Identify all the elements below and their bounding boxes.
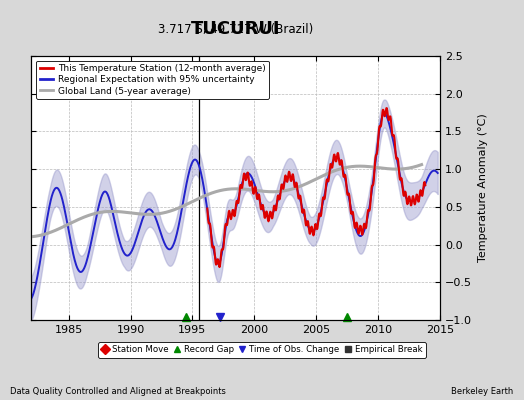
Text: 3.717 S, 49.717 W (Brazil): 3.717 S, 49.717 W (Brazil) (158, 23, 313, 36)
Legend: This Temperature Station (12-month average), Regional Expectation with 95% uncer: This Temperature Station (12-month avera… (36, 60, 269, 99)
Title: TUCURUI: TUCURUI (191, 20, 280, 38)
Y-axis label: Temperature Anomaly (°C): Temperature Anomaly (°C) (477, 114, 487, 262)
Legend: Station Move, Record Gap, Time of Obs. Change, Empirical Break: Station Move, Record Gap, Time of Obs. C… (98, 342, 426, 358)
Text: Berkeley Earth: Berkeley Earth (451, 387, 514, 396)
Text: Data Quality Controlled and Aligned at Breakpoints: Data Quality Controlled and Aligned at B… (10, 387, 226, 396)
